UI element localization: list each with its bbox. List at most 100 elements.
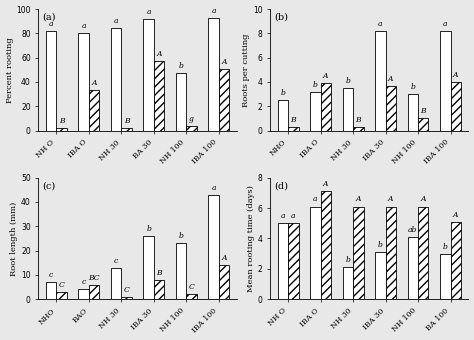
Bar [343,267,353,299]
Bar [353,206,364,299]
Text: BC: BC [88,273,100,282]
Bar [176,243,186,299]
Bar [310,206,320,299]
Bar [288,223,299,299]
Text: B: B [420,107,426,115]
Text: A: A [453,211,458,219]
Bar [385,86,396,131]
Text: C: C [59,281,64,289]
Text: A: A [356,195,361,203]
Text: b: b [346,77,350,85]
Text: A: A [388,195,393,203]
Bar [46,282,56,299]
Bar [89,90,99,131]
Text: c: c [49,271,53,279]
Text: a: a [281,212,285,220]
Bar [418,118,428,131]
Text: A: A [221,254,227,262]
Text: b: b [346,256,350,264]
Bar [186,126,197,131]
Text: A: A [221,57,227,66]
Text: a: a [443,20,447,28]
Text: c: c [114,256,118,265]
Bar [121,297,132,299]
Text: ab: ab [408,226,418,234]
Bar [288,127,299,131]
Bar [89,285,99,299]
Text: A: A [420,195,426,203]
Bar [78,33,89,131]
Text: B: B [356,116,361,124]
Bar [154,280,164,299]
Bar [111,268,121,299]
Bar [408,237,418,299]
Text: (c): (c) [43,181,56,190]
Bar [56,292,67,299]
Bar [343,88,353,131]
Text: (b): (b) [274,13,289,22]
Bar [46,31,56,131]
Bar [320,191,331,299]
Text: B: B [156,269,162,277]
Text: A: A [156,50,162,58]
Bar [310,92,320,131]
Bar [385,206,396,299]
Text: g: g [189,115,194,123]
Text: (a): (a) [43,13,56,22]
Text: b: b [313,81,318,89]
Text: b: b [378,241,383,249]
Bar [121,128,132,131]
Bar [111,29,121,131]
Bar [408,94,418,131]
Bar [219,265,229,299]
Bar [440,31,451,131]
Y-axis label: Roots per cutting: Roots per cutting [242,33,250,106]
Text: b: b [179,63,183,70]
Text: B: B [124,117,129,125]
Text: b: b [146,225,151,233]
Text: a: a [291,212,296,220]
Bar [353,127,364,131]
Text: b: b [179,232,183,240]
Text: c: c [82,278,86,286]
Text: B: B [59,117,64,125]
Bar [440,254,451,299]
Text: b: b [410,83,415,91]
Bar [176,73,186,131]
Bar [375,252,385,299]
Text: a: a [378,20,383,28]
Text: C: C [124,286,129,294]
Text: a: a [82,22,86,30]
Text: C: C [189,283,194,291]
Bar [418,206,428,299]
Text: A: A [323,180,328,188]
Bar [375,31,385,131]
Y-axis label: Root length (mm): Root length (mm) [10,201,18,275]
Text: A: A [388,74,393,83]
Text: A: A [91,80,97,87]
Y-axis label: Percent rooting: Percent rooting [6,37,14,103]
Bar [154,61,164,131]
Text: a: a [211,6,216,15]
Bar [451,82,461,131]
Bar [209,195,219,299]
Text: B: B [291,116,296,124]
Bar [186,294,197,299]
Text: A: A [453,71,458,79]
Text: b: b [281,89,285,97]
Bar [144,19,154,131]
Bar [56,128,67,131]
Bar [219,69,229,131]
Text: a: a [146,8,151,16]
Bar [78,289,89,299]
Bar [320,83,331,131]
Text: (d): (d) [274,181,289,190]
Text: b: b [443,242,448,251]
Bar [278,223,288,299]
Bar [278,100,288,131]
Y-axis label: Mean rooting time (days): Mean rooting time (days) [247,185,255,292]
Bar [451,222,461,299]
Text: a: a [211,184,216,192]
Text: a: a [49,20,54,28]
Text: a: a [114,17,118,26]
